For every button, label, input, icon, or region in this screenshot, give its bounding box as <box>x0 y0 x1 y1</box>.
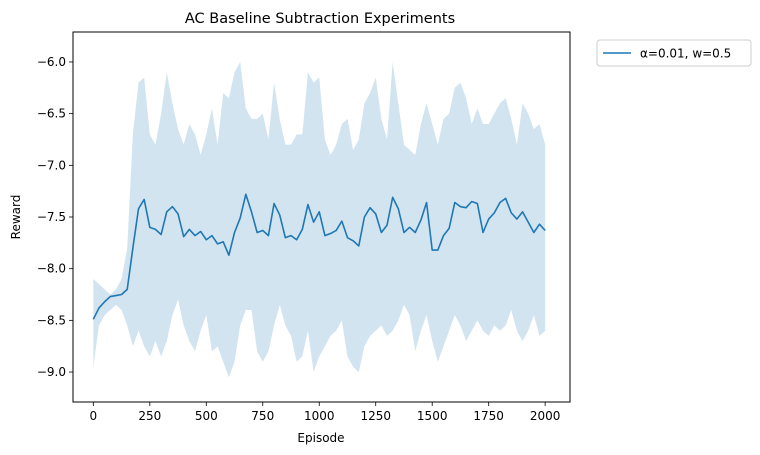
series-line <box>92 193 546 320</box>
x-tick-label: 1500 <box>417 409 448 423</box>
y-tick-label: −7.5 <box>37 210 66 224</box>
chart-title: AC Baseline Subtraction Experiments <box>185 11 455 27</box>
x-tick-label: 0 <box>90 409 98 423</box>
x-axis-title: Episode <box>297 431 344 445</box>
x-tick-label: 1000 <box>304 409 335 423</box>
confidence-band-layer <box>93 61 546 378</box>
legend-frame <box>596 39 752 67</box>
y-axis: −9.0 −8.5 −8.0 −7.5 −7.0 −6.5 −6.0 <box>37 55 73 379</box>
legend: α=0.01, w=0.5 <box>596 39 752 67</box>
x-tick-label: 750 <box>251 409 274 423</box>
y-tick-label: −8.5 <box>37 313 66 327</box>
x-tick-label: 2000 <box>530 409 561 423</box>
y-tick-label: −8.0 <box>37 262 66 276</box>
confidence-band <box>93 61 546 378</box>
legend-label: α=0.01, w=0.5 <box>640 47 731 61</box>
y-tick-label: −6.0 <box>37 55 66 69</box>
x-tick-label: 1750 <box>473 409 504 423</box>
y-axis-title: Reward <box>9 195 23 240</box>
plot-area <box>92 61 546 378</box>
y-tick-label: −9.0 <box>37 365 66 379</box>
x-tick-label: 500 <box>195 409 218 423</box>
x-tick-label: 1250 <box>360 409 391 423</box>
x-tick-label: 250 <box>138 409 161 423</box>
series-line-layer <box>92 193 546 320</box>
x-axis: 0 250 500 750 1000 1250 1500 1750 2000 <box>90 402 561 423</box>
y-tick-label: −7.0 <box>37 158 66 172</box>
y-tick-label: −6.5 <box>37 107 66 121</box>
